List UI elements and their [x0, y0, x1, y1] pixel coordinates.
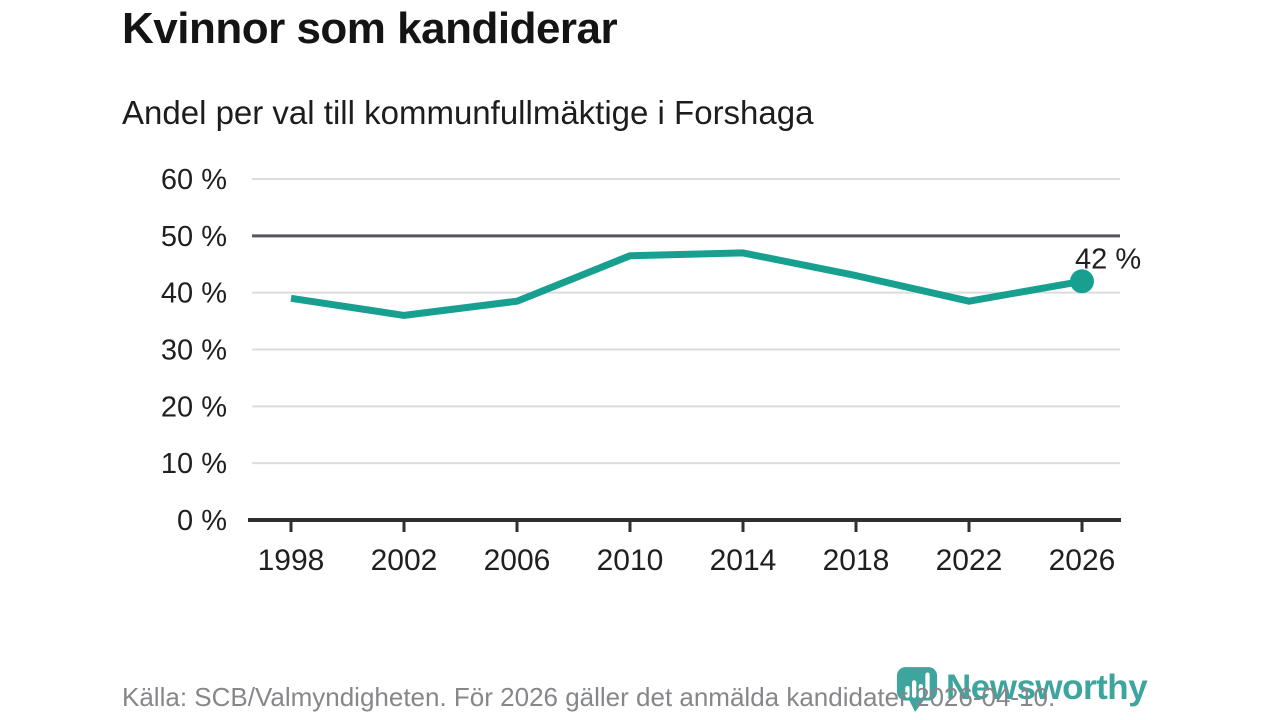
y-axis-label: 50 %	[161, 221, 227, 253]
line-chart: 0 % 10 % 20 % 30 % 40 % 50 % 60 % 1998 2002 2006 2…	[161, 164, 1141, 577]
chart-subtitle: Andel per val till kommunfullmäktige i F…	[122, 94, 814, 131]
x-axis-label: 2026	[1049, 544, 1116, 577]
newsworthy-wordmark: Newsworthy	[946, 668, 1148, 707]
endpoint-dot	[1070, 269, 1094, 294]
y-axis-label: 0 %	[177, 505, 227, 537]
data-line	[290, 249, 1083, 319]
x-axis-label: 1998	[258, 544, 325, 577]
endpoint-value-label: 42 %	[1075, 243, 1141, 275]
chart-title: Kvinnor som kandiderar	[122, 4, 618, 53]
x-axis-label: 2018	[823, 544, 890, 577]
source-note: Källa: SCB/Valmyndigheten. För 2026 gäll…	[122, 682, 1056, 712]
y-axis-label: 30 %	[161, 335, 227, 367]
x-axis-label: 2022	[936, 544, 1003, 577]
y-axis-label: 20 %	[161, 391, 227, 423]
x-axis-label: 2006	[484, 544, 551, 577]
map-pin-bar-chart-icon	[896, 667, 938, 712]
x-axis-label: 2002	[371, 544, 438, 577]
x-axis-label: 2010	[597, 544, 664, 577]
y-axis-label: 60 %	[161, 164, 227, 196]
y-axis-label: 40 %	[161, 278, 227, 310]
newsworthy-logo: Newsworthy	[896, 666, 1148, 713]
y-axis-label: 10 %	[161, 448, 227, 480]
x-axis-label: 2014	[710, 544, 777, 577]
